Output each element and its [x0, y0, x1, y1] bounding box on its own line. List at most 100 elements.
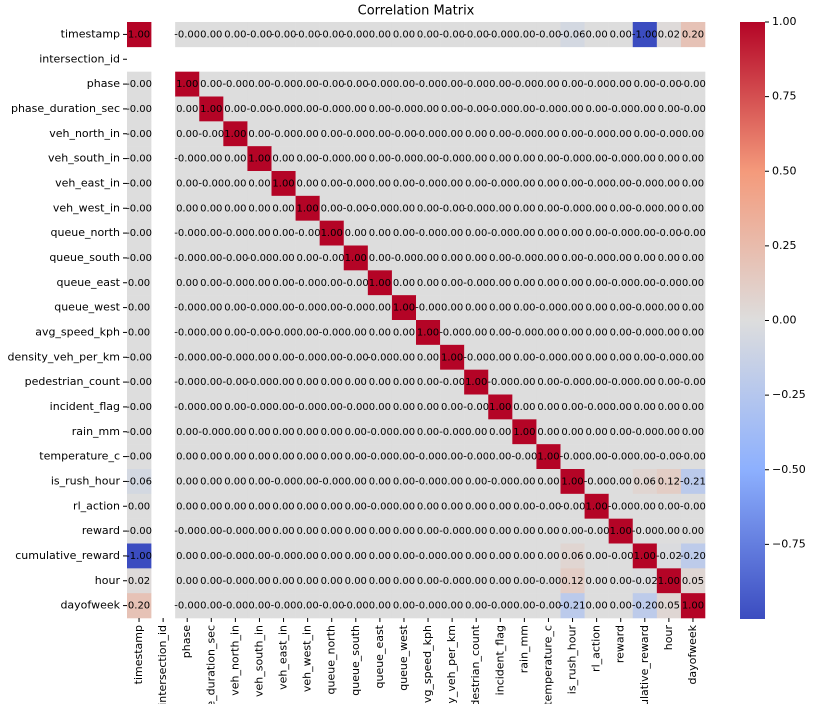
cell-label: -0.00: [343, 352, 369, 363]
heatmap-cell: [536, 444, 561, 470]
cell-label: 0.00: [272, 402, 294, 413]
cell-label: 1.00: [272, 178, 294, 189]
x-tick-label: cumulative_reward: [638, 625, 651, 704]
heatmap-cell: [632, 146, 658, 172]
cell-label: -0.21: [560, 601, 586, 612]
cell-label: 0.00: [537, 203, 559, 214]
heatmap-cell: [584, 344, 609, 370]
heatmap-cell: [512, 543, 537, 569]
cell-label: 0.00: [321, 203, 343, 214]
heatmap-cell: [512, 394, 537, 420]
colorbar: [740, 22, 765, 619]
cell-label: 0.00: [321, 551, 343, 562]
heatmap-cell: [440, 295, 465, 321]
cell-label: 0.00: [465, 526, 487, 537]
heatmap-cell: [319, 71, 345, 97]
cell-label: -0.00: [174, 253, 200, 264]
cell-label: 0.00: [417, 104, 439, 115]
heatmap-cell: [608, 171, 634, 197]
heatmap-cell: [199, 121, 224, 147]
heatmap-cell: [416, 493, 441, 519]
heatmap-cell: [175, 394, 200, 420]
cell-label: -0.00: [391, 104, 417, 115]
cell-label: 0.00: [369, 526, 391, 537]
heatmap-cell: [127, 220, 152, 246]
cell-label: 0.00: [248, 501, 270, 512]
heatmap-cell: [247, 220, 272, 246]
heatmap-cell: [271, 195, 296, 221]
cell-label: 0.00: [296, 154, 318, 165]
cell-label: 0.00: [658, 377, 680, 388]
heatmap-cell: [271, 493, 296, 519]
cell-label: -0.00: [560, 452, 586, 463]
cell-label: -0.00: [608, 377, 634, 388]
cell-label: 1.00: [248, 154, 270, 165]
heatmap-cell: [319, 121, 345, 147]
cell-label: 0.00: [441, 79, 463, 90]
heatmap-cell: [488, 543, 513, 569]
heatmap-cell: [680, 171, 706, 197]
heatmap-cell: [367, 121, 393, 147]
cell-label: -0.00: [439, 327, 465, 338]
heatmap-cell: [536, 96, 561, 122]
heatmap-cell: [632, 518, 658, 544]
heatmap-cell: [560, 593, 585, 619]
cell-label: -0.00: [126, 104, 152, 115]
heatmap-cell: [536, 171, 561, 197]
heatmap-cell: [656, 469, 682, 495]
cell-label: -0.00: [560, 501, 586, 512]
heatmap-cell: [536, 518, 561, 544]
x-tick-label: veh_west_in: [301, 625, 314, 692]
cell-label: -0.00: [343, 278, 369, 289]
cell-label: 0.00: [585, 278, 607, 289]
heatmap-cell: [247, 369, 272, 395]
heatmap-cell: [391, 195, 417, 221]
y-tick-label: queue_north: [51, 226, 120, 239]
cell-label: 0.00: [345, 228, 367, 239]
cell-label: 0.00: [610, 427, 632, 438]
cell-label: 0.00: [321, 402, 343, 413]
cell-label: -0.00: [319, 476, 345, 487]
cell-label: 0.00: [489, 452, 511, 463]
cell-label: 0.00: [465, 551, 487, 562]
cell-label: 0.00: [465, 327, 487, 338]
cell-label: -0.00: [247, 104, 273, 115]
heatmap-cell: [319, 568, 345, 594]
cell-label: 0.00: [248, 129, 270, 140]
heatmap-cell: [608, 568, 634, 594]
cell-label: 0.00: [561, 352, 583, 363]
heatmap-cell: [175, 270, 200, 296]
heatmap-cell: [608, 295, 634, 321]
cell-label: 1.00: [417, 327, 439, 338]
cell-label: -0.00: [511, 129, 537, 140]
cell-label: -0.00: [271, 129, 297, 140]
cell-label: 0.00: [200, 576, 222, 587]
cell-label: -0.00: [632, 526, 658, 537]
heatmap-cell: [343, 220, 369, 246]
heatmap-cell: [367, 394, 393, 420]
heatmap-cell: [680, 220, 706, 246]
heatmap-cell: [632, 394, 658, 420]
cell-label: 0.00: [585, 228, 607, 239]
cell-label: 0.00: [513, 402, 535, 413]
cell-label: 0.00: [561, 178, 583, 189]
heatmap-cell: [343, 419, 369, 445]
heatmap-cell: [247, 543, 272, 569]
heatmap-cell: [343, 369, 369, 395]
heatmap-cell: [127, 493, 152, 519]
heatmap-cell: [223, 171, 248, 197]
heatmap-cell: [680, 245, 706, 271]
cell-label: 0.00: [393, 79, 415, 90]
heatmap-cell: [536, 568, 561, 594]
heatmap-cell: [608, 121, 634, 147]
cell-label: 0.00: [296, 551, 318, 562]
heatmap-cell: [512, 96, 537, 122]
y-tick-label: reward: [82, 524, 120, 537]
heatmap-cell: [199, 518, 224, 544]
heatmap-cell: [536, 121, 561, 147]
heatmap-cell: [680, 493, 706, 519]
heatmap-cell: [199, 593, 224, 619]
heatmap-cell: [536, 22, 561, 48]
heatmap-cell: [391, 444, 417, 470]
cell-label: 0.02: [658, 29, 680, 40]
